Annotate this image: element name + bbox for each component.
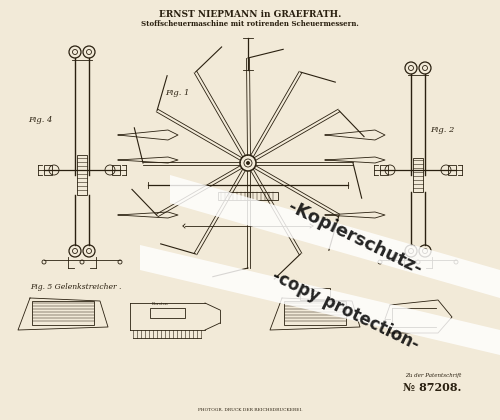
Text: Borsten: Borsten [152, 302, 168, 306]
Text: Fig. 2: Fig. 2 [430, 126, 454, 134]
Bar [380, 165, 388, 175]
Text: Fig. 4: Fig. 4 [28, 116, 52, 124]
Text: Fig. 5 Gelenkstreicher .: Fig. 5 Gelenkstreicher . [30, 283, 122, 291]
Text: Stoffscheuermaschine mit rotirenden Scheuermessern.: Stoffscheuermaschine mit rotirenden Sche… [141, 20, 359, 28]
Text: -copy protection-: -copy protection- [268, 267, 422, 354]
Bar [112, 165, 120, 175]
Bar [77, 155, 87, 195]
Bar [300, 288, 330, 300]
Bar [150, 308, 185, 318]
Text: № 87208.: № 87208. [403, 381, 462, 393]
Text: PHOTOGR. DRUCK DER REICHSDRUCKEREI.: PHOTOGR. DRUCK DER REICHSDRUCKEREI. [198, 408, 302, 412]
Bar [32, 301, 94, 325]
Text: ERNST NIEPMANN in GRAEFRATH.: ERNST NIEPMANN in GRAEFRATH. [159, 10, 341, 18]
Bar [413, 158, 423, 192]
Bar [218, 192, 278, 200]
Text: -Kopierschutz-: -Kopierschutz- [285, 198, 425, 278]
Circle shape [246, 162, 250, 165]
Bar [284, 301, 346, 325]
Polygon shape [140, 245, 500, 355]
Bar [44, 165, 52, 175]
Text: Fig. 1: Fig. 1 [165, 89, 190, 97]
Bar [448, 165, 456, 175]
Polygon shape [170, 175, 500, 298]
Text: Zu der Patentschrift: Zu der Patentschrift [405, 373, 462, 378]
